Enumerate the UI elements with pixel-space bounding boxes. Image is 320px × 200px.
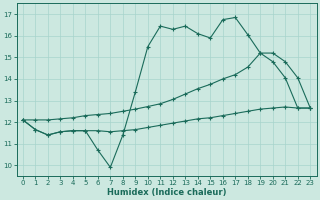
X-axis label: Humidex (Indice chaleur): Humidex (Indice chaleur) bbox=[107, 188, 226, 197]
